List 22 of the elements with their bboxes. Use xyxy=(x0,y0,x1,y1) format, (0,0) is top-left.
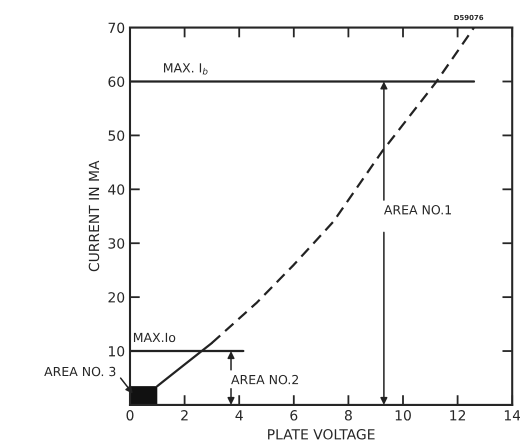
y-tick-label: 10 xyxy=(108,346,124,357)
y-tick-label: 60 xyxy=(108,76,124,87)
annotation: MAX. I$_{b}$ xyxy=(164,63,208,75)
x-tick-label: 10 xyxy=(396,410,411,421)
annotation: AREA NO. 3 xyxy=(44,366,116,376)
y-tick-label: 20 xyxy=(108,292,124,303)
x-axis-title: PLATE VOLTAGE xyxy=(268,429,375,440)
annotation: AREA NO.1 xyxy=(384,205,452,215)
x-tick-label: 4 xyxy=(235,410,243,420)
x-tick-label: 2 xyxy=(181,410,188,420)
x-tick-label: 8 xyxy=(344,410,352,421)
x-tick-label: 12 xyxy=(450,410,466,420)
x-tick-label: 6 xyxy=(290,410,298,421)
y-tick-label: 50 xyxy=(108,130,124,141)
y-tick-label: 70 xyxy=(108,22,124,34)
x-tick-label: 0 xyxy=(126,410,134,421)
y-tick-label: 40 xyxy=(108,184,124,195)
annotation: AREA NO.2 xyxy=(231,374,298,384)
x-tick-label: 14 xyxy=(504,410,520,420)
y-tick-label: 30 xyxy=(108,238,124,249)
y-axis-title: CURRENT IN MA xyxy=(88,160,100,272)
annotation: MAX.Io xyxy=(134,332,176,342)
